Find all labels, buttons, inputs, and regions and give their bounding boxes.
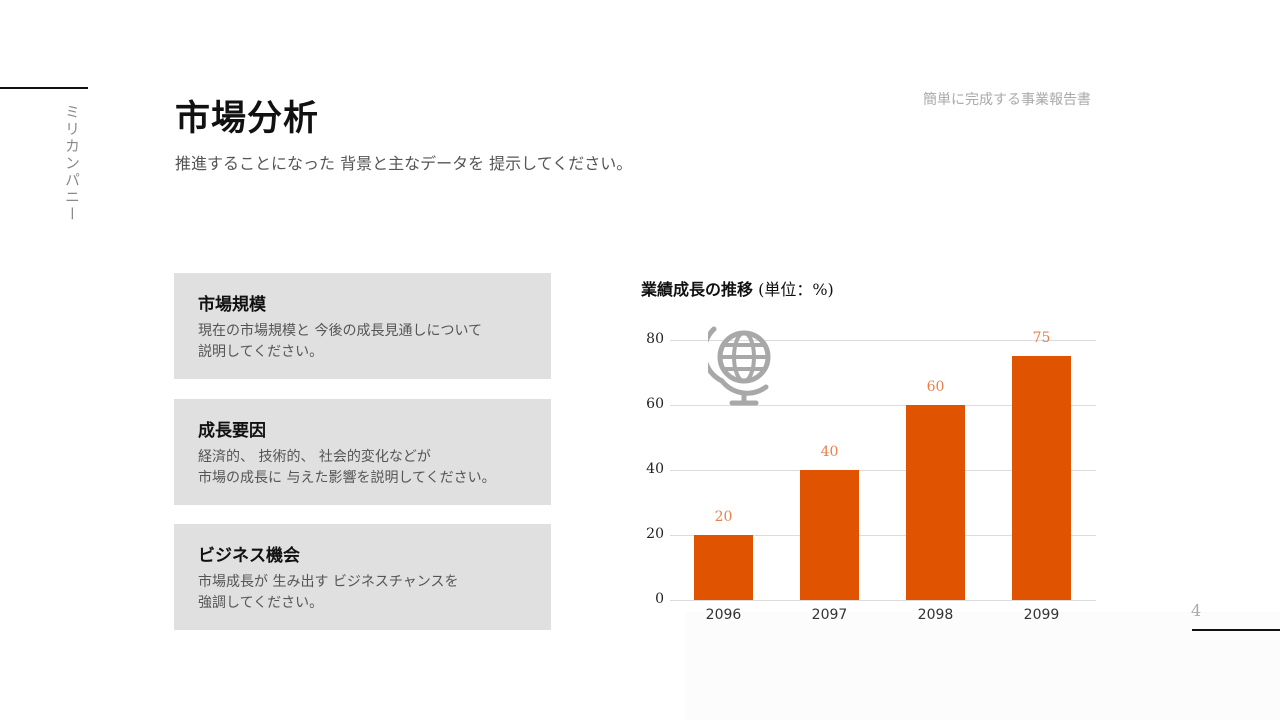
gridline (670, 470, 1096, 471)
bar-2098 (906, 405, 965, 600)
bottom-right-rule (1192, 629, 1280, 631)
y-axis-tick: 20 (646, 526, 664, 542)
card-growth-factors: 成長要因 経済的、 技術的、 社会的変化などが 市場の成長に 与えた影響を説明し… (174, 399, 551, 505)
gridline (670, 405, 1096, 406)
bar-value-label: 60 (926, 379, 945, 395)
card-description: 経済的、 技術的、 社会的変化などが 市場の成長に 与えた影響を説明してください… (198, 449, 496, 486)
globe-icon (708, 326, 771, 406)
y-axis-tick: 0 (655, 591, 664, 607)
company-name: ミリカンパニー (63, 104, 81, 223)
gridline (670, 340, 1096, 341)
card-business-opportunity: ビジネス機会 市場成長が 生み出す ビジネスチャンスを 強調してください。 (174, 524, 551, 630)
background-panel (686, 612, 1280, 720)
top-left-rule (0, 87, 88, 89)
bar-2096 (694, 535, 753, 600)
card-title: ビジネス機会 (198, 546, 300, 566)
chart-title: 業績成長の推移 (単位：%) (641, 276, 834, 300)
document-label: 簡単に完成する事業報告書 (923, 92, 1091, 108)
gridline (670, 535, 1096, 536)
card-description: 市場成長が 生み出す ビジネスチャンスを 強調してください。 (198, 574, 459, 611)
x-axis-tick: 2096 (705, 607, 742, 623)
card-description: 現在の市場規模と 今後の成長見通しについて 説明してください。 (198, 323, 483, 360)
gridline (670, 600, 1096, 601)
page-subtitle: 推進することになった 背景と主なデータを 提示してください。 (175, 154, 633, 173)
card-market-size: 市場規模 現在の市場規模と 今後の成長見通しについて 説明してください。 (174, 273, 551, 379)
y-axis-tick: 40 (646, 461, 664, 477)
y-axis-tick: 80 (646, 331, 664, 347)
chart-title-main: 業績成長の推移 (641, 280, 754, 299)
bar-value-label: 40 (820, 444, 839, 460)
bar-2097 (800, 470, 859, 600)
y-axis-tick: 60 (646, 396, 664, 412)
bar-value-label: 20 (714, 509, 733, 525)
page-number: 4 (1191, 601, 1202, 620)
card-title: 成長要因 (198, 421, 266, 441)
page-title: 市場分析 (175, 98, 320, 139)
card-title: 市場規模 (198, 295, 266, 315)
bar-2099 (1012, 356, 1071, 600)
chart-title-unit: (単位：%) (753, 280, 834, 299)
x-axis-tick: 2099 (1023, 607, 1060, 623)
x-axis-tick: 2097 (811, 607, 848, 623)
bar-value-label: 75 (1032, 330, 1051, 347)
x-axis-tick: 2098 (917, 607, 954, 623)
